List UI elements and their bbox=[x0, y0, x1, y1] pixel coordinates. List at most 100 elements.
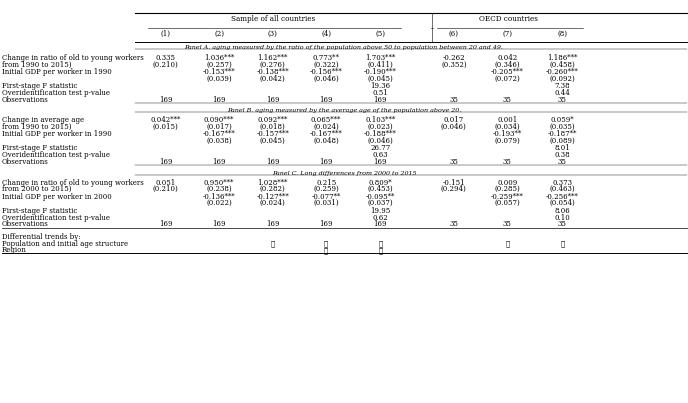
Text: (0.045): (0.045) bbox=[367, 75, 394, 83]
Text: 1.036***: 1.036*** bbox=[204, 54, 234, 62]
Text: ✓: ✓ bbox=[324, 240, 328, 248]
Text: 169: 169 bbox=[319, 220, 333, 229]
Text: 1.162***: 1.162*** bbox=[257, 54, 288, 62]
Text: Region: Region bbox=[2, 246, 27, 254]
Text: (0.039): (0.039) bbox=[206, 75, 232, 83]
Text: (0.294): (0.294) bbox=[441, 185, 466, 193]
Text: (0.238): (0.238) bbox=[206, 185, 232, 193]
Text: 0.10: 0.10 bbox=[555, 214, 570, 222]
Text: 19.36: 19.36 bbox=[370, 82, 391, 90]
Text: Observations: Observations bbox=[2, 220, 49, 229]
Text: ✓: ✓ bbox=[505, 240, 510, 248]
Text: ✓: ✓ bbox=[324, 246, 328, 254]
Text: Observations: Observations bbox=[2, 96, 49, 104]
Text: 169: 169 bbox=[266, 96, 279, 104]
Text: (0.022): (0.022) bbox=[206, 199, 232, 207]
Text: Panel B. aging measured by the average age of the population above 20.: Panel B. aging measured by the average a… bbox=[227, 108, 461, 113]
Text: Initial GDP per worker in 1990: Initial GDP per worker in 1990 bbox=[2, 68, 112, 76]
Text: (0.018): (0.018) bbox=[259, 123, 286, 131]
Text: 0.051: 0.051 bbox=[155, 179, 175, 187]
Text: ✓: ✓ bbox=[270, 240, 275, 248]
Text: (0.453): (0.453) bbox=[367, 185, 394, 193]
Text: (0.042): (0.042) bbox=[259, 75, 286, 83]
Text: Initial GDP per worker in 1990: Initial GDP per worker in 1990 bbox=[2, 131, 112, 138]
Text: (0.079): (0.079) bbox=[495, 137, 520, 145]
Text: (2): (2) bbox=[214, 29, 224, 37]
Text: (0.023): (0.023) bbox=[367, 123, 394, 131]
Text: (5): (5) bbox=[376, 29, 385, 37]
Text: 169: 169 bbox=[374, 96, 387, 104]
Text: (0.411): (0.411) bbox=[367, 60, 394, 69]
Text: 169: 169 bbox=[159, 158, 172, 166]
Text: from 1990 to 2015): from 1990 to 2015) bbox=[2, 60, 72, 69]
Text: -0.095**: -0.095** bbox=[366, 193, 395, 201]
Text: (0.057): (0.057) bbox=[495, 199, 520, 207]
Text: 0.62: 0.62 bbox=[372, 214, 388, 222]
Text: -0.193**: -0.193** bbox=[493, 131, 522, 138]
Text: (0.322): (0.322) bbox=[313, 60, 339, 69]
Text: Change in average age: Change in average age bbox=[2, 116, 84, 125]
Text: (0.046): (0.046) bbox=[313, 75, 339, 83]
Text: (0.034): (0.034) bbox=[495, 123, 520, 131]
Text: -0.205***: -0.205*** bbox=[491, 68, 524, 76]
Text: 0.63: 0.63 bbox=[373, 151, 388, 159]
Text: 35: 35 bbox=[503, 96, 512, 104]
Text: -0.256***: -0.256*** bbox=[546, 193, 579, 201]
Text: (0.045): (0.045) bbox=[259, 137, 286, 145]
Text: from 1990 to 2015): from 1990 to 2015) bbox=[2, 123, 72, 131]
Text: 0.059*: 0.059* bbox=[550, 116, 574, 125]
Text: 1.703***: 1.703*** bbox=[365, 54, 396, 62]
Text: 1.028***: 1.028*** bbox=[257, 179, 288, 187]
Text: (3): (3) bbox=[268, 29, 277, 37]
Text: 0.215: 0.215 bbox=[316, 179, 336, 187]
Text: (1): (1) bbox=[160, 29, 171, 37]
Text: First-stage F statistic: First-stage F statistic bbox=[2, 144, 78, 152]
Text: 0.373: 0.373 bbox=[552, 179, 572, 187]
Text: 0.090***: 0.090*** bbox=[204, 116, 234, 125]
Text: 35: 35 bbox=[449, 158, 458, 166]
Text: (0.210): (0.210) bbox=[153, 185, 178, 193]
Text: Sample of all countries: Sample of all countries bbox=[231, 15, 315, 23]
Text: 0.065***: 0.065*** bbox=[311, 116, 341, 125]
Text: 35: 35 bbox=[558, 96, 567, 104]
Text: (0.015): (0.015) bbox=[153, 123, 178, 131]
Text: Overidentification test p-value: Overidentification test p-value bbox=[2, 214, 110, 222]
Text: Change in ratio of old to young workers: Change in ratio of old to young workers bbox=[2, 54, 144, 62]
Text: 169: 169 bbox=[374, 158, 387, 166]
Text: 26.77: 26.77 bbox=[370, 144, 391, 152]
Text: 0.042: 0.042 bbox=[497, 54, 517, 62]
Text: (0.276): (0.276) bbox=[259, 60, 286, 69]
Text: 169: 169 bbox=[266, 220, 279, 229]
Text: 169: 169 bbox=[374, 220, 387, 229]
Text: ✓: ✓ bbox=[378, 240, 383, 248]
Text: (0.210): (0.210) bbox=[153, 60, 178, 69]
Text: -0.190***: -0.190*** bbox=[364, 68, 397, 76]
Text: -0.151: -0.151 bbox=[442, 179, 465, 187]
Text: (0.352): (0.352) bbox=[441, 60, 466, 69]
Text: Differential trends by:: Differential trends by: bbox=[2, 233, 80, 241]
Text: -0.138***: -0.138*** bbox=[256, 68, 289, 76]
Text: Overidentification test p-value: Overidentification test p-value bbox=[2, 151, 110, 159]
Text: Overidentification test p-value: Overidentification test p-value bbox=[2, 89, 110, 97]
Text: ✓: ✓ bbox=[560, 240, 564, 248]
Text: (0.089): (0.089) bbox=[550, 137, 575, 145]
Text: -0.167***: -0.167*** bbox=[203, 131, 235, 138]
Text: (0.046): (0.046) bbox=[367, 137, 394, 145]
Text: (0.038): (0.038) bbox=[206, 137, 232, 145]
Text: (0.035): (0.035) bbox=[550, 123, 575, 131]
Text: 35: 35 bbox=[449, 220, 458, 229]
Text: (0.092): (0.092) bbox=[550, 75, 575, 83]
Text: -0.187**: -0.187** bbox=[548, 131, 577, 138]
Text: 0.51: 0.51 bbox=[372, 89, 388, 97]
Text: -0.260***: -0.260*** bbox=[546, 68, 579, 76]
Text: 35: 35 bbox=[503, 158, 512, 166]
Text: 0.809*: 0.809* bbox=[369, 179, 392, 187]
Text: 19.95: 19.95 bbox=[370, 207, 391, 215]
Text: (0.017): (0.017) bbox=[206, 123, 232, 131]
Text: 0.103***: 0.103*** bbox=[365, 116, 396, 125]
Text: -0.262: -0.262 bbox=[442, 54, 465, 62]
Text: 0.092***: 0.092*** bbox=[257, 116, 288, 125]
Text: (0.031): (0.031) bbox=[313, 199, 339, 207]
Text: -0.188***: -0.188*** bbox=[364, 131, 397, 138]
Text: 169: 169 bbox=[213, 96, 226, 104]
